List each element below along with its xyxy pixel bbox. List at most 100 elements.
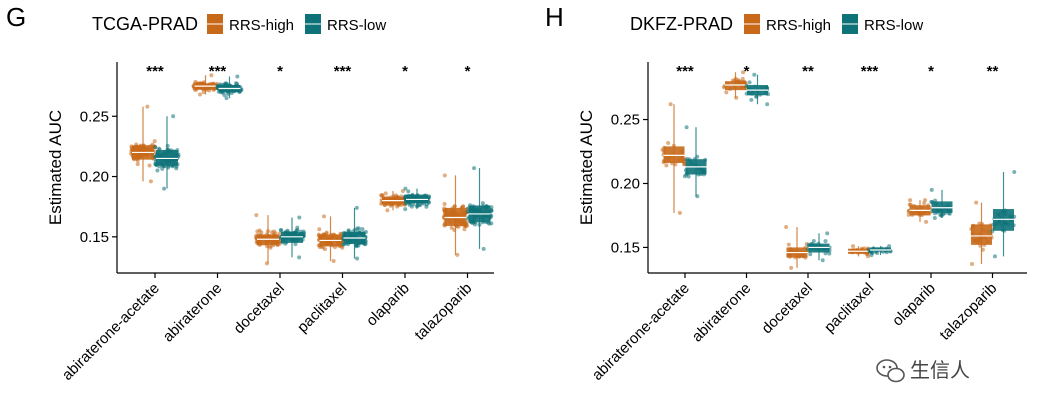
significance-label: ***: [861, 63, 879, 80]
significance-label: *: [402, 63, 408, 80]
data-point: [740, 76, 745, 81]
panel-g-tcga-prad: G TCGA-PRAD RRS-high RRS-low 0.15 0.20 0.25 Est…: [6, 2, 494, 384]
data-point: [974, 200, 979, 205]
data-point: [197, 92, 202, 97]
significance-label: ***: [334, 63, 352, 80]
data-point: [148, 179, 153, 184]
data-point: [155, 168, 160, 173]
data-point: [786, 242, 791, 247]
box-rrs-high: [441, 173, 469, 257]
data-point: [383, 191, 388, 196]
significance-label: *: [928, 63, 934, 80]
legend-title: DKFZ-PRAD: [630, 14, 733, 34]
box-rrs-high: [379, 189, 408, 213]
box-rrs-low: [682, 125, 708, 199]
data-point: [403, 207, 408, 212]
box-rrs-low: [929, 187, 953, 221]
data-point: [385, 208, 390, 213]
data-point: [278, 228, 283, 233]
box-body: [725, 81, 746, 91]
data-point: [406, 189, 411, 194]
data-point: [1012, 169, 1017, 174]
box-rrs-low: [215, 74, 244, 101]
data-point: [160, 166, 165, 171]
data-point: [749, 97, 754, 102]
y-tick-label: 0.15: [611, 239, 640, 256]
significance-label: *: [744, 63, 750, 80]
legend-key-rrs-high: RRS-high: [744, 14, 831, 34]
data-point: [321, 214, 326, 219]
data-point: [922, 201, 927, 206]
box-body: [663, 146, 685, 164]
data-point: [171, 114, 176, 119]
data-point: [924, 219, 929, 224]
data-point: [209, 73, 214, 78]
data-point: [442, 202, 447, 207]
box-rrs-low: [465, 166, 494, 251]
data-point: [201, 90, 206, 95]
data-point: [255, 229, 260, 234]
data-point: [472, 166, 477, 171]
x-tick-label: paclitaxel: [294, 280, 350, 336]
data-point: [724, 90, 729, 95]
data-point: [393, 193, 398, 198]
box-body: [406, 194, 428, 204]
box-rrs-low: [153, 114, 181, 191]
box-rrs-high: [906, 198, 934, 224]
data-point: [808, 252, 813, 257]
y-tick-label: 0.20: [80, 169, 109, 186]
x-tick-label: paclitaxel: [821, 280, 877, 336]
data-point: [449, 225, 454, 230]
data-point: [400, 189, 405, 194]
y-tick-label: 0.15: [80, 229, 109, 246]
significance-label: *: [277, 63, 283, 80]
legend-label: RRS-high: [229, 17, 294, 34]
data-point: [360, 227, 365, 232]
box-rrs-high: [129, 104, 158, 184]
data-point: [340, 245, 345, 250]
y-axis-title: Estimated AUC: [46, 110, 65, 225]
data-point: [684, 125, 689, 130]
data-point: [462, 227, 467, 232]
box-body: [870, 247, 891, 252]
box-body: [194, 83, 217, 90]
data-point: [354, 205, 359, 210]
legend: TCGA-PRAD RRS-high RRS-low: [92, 14, 386, 34]
data-point: [135, 162, 140, 167]
watermark: 生信人: [876, 358, 970, 383]
box-rrs-high: [969, 200, 995, 267]
data-point: [481, 246, 486, 251]
data-point: [992, 254, 997, 259]
data-point: [668, 102, 673, 107]
data-point: [784, 224, 789, 229]
data-point: [908, 198, 913, 203]
data-point: [932, 216, 937, 221]
data-point: [820, 258, 825, 263]
y-tick-label: 0.25: [611, 112, 640, 129]
data-point: [224, 96, 229, 101]
box-rrs-high: [254, 213, 283, 266]
data-point: [233, 81, 238, 86]
x-tick-label: olaparib: [363, 280, 413, 330]
significance-label: **: [987, 63, 999, 80]
data-point: [442, 173, 447, 178]
box-rrs-low: [744, 72, 771, 107]
data-point: [811, 239, 816, 244]
box-body: [931, 201, 953, 213]
data-point: [162, 186, 167, 191]
wechat-icon: [876, 359, 905, 383]
data-point: [789, 265, 794, 270]
box-rrs-low: [990, 169, 1017, 259]
data-point: [827, 251, 832, 256]
legend-key-rrs-high: RRS-high: [207, 14, 294, 34]
x-tick-label: abiraterone: [160, 280, 226, 346]
box-rrs-low: [403, 186, 432, 212]
box-rrs-high: [316, 214, 345, 263]
data-point: [153, 145, 158, 150]
box-body: [971, 224, 992, 245]
data-point: [875, 251, 880, 256]
data-point: [741, 70, 746, 75]
data-point: [254, 213, 259, 218]
x-tick-label: abiraterone: [689, 280, 755, 346]
